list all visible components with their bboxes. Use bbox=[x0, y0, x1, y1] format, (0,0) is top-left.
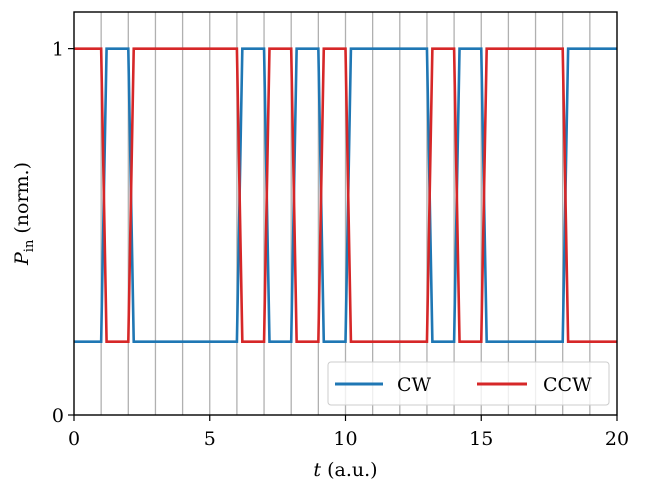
x-tick-label: 15 bbox=[469, 428, 493, 450]
x-tick-label: 10 bbox=[333, 428, 357, 450]
x-axis-label-unit: (a.u.) bbox=[321, 459, 378, 481]
legend-box bbox=[327, 361, 610, 406]
legend-label-ccw: CCW bbox=[543, 374, 592, 396]
y-axis-label-unit: (norm.) bbox=[11, 162, 33, 240]
y-axis-label: Pin (norm.) bbox=[11, 162, 37, 266]
legend: CW CCW bbox=[327, 361, 610, 406]
x-axis-label-symbol: t bbox=[313, 459, 321, 481]
x-axis-label: t (a.u.) bbox=[313, 459, 377, 481]
y-axis-label-symbol: P bbox=[11, 251, 33, 266]
series-line-ccw bbox=[74, 47, 617, 344]
x-tick-label: 0 bbox=[68, 428, 80, 450]
legend-label-cw: CW bbox=[397, 374, 432, 396]
ticks-layer: 0 5 10 15 20 0 1 bbox=[52, 39, 629, 450]
y-tick-label: 1 bbox=[52, 39, 64, 61]
x-tick-label: 20 bbox=[605, 428, 629, 450]
y-tick-label: 0 bbox=[52, 405, 64, 427]
y-axis-label-subscript: in bbox=[22, 239, 37, 252]
series-layer bbox=[74, 47, 617, 344]
x-tick-label: 5 bbox=[204, 428, 216, 450]
